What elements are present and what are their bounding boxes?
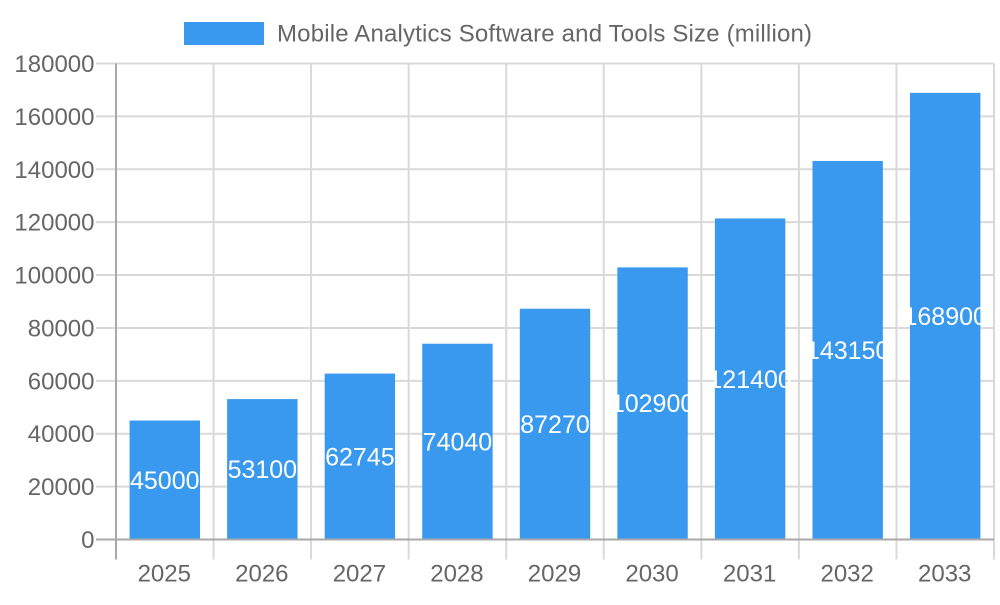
svg-text:2030: 2030	[625, 561, 678, 588]
svg-text:180000: 180000	[14, 51, 94, 78]
svg-text:160000: 160000	[14, 104, 94, 131]
svg-text:20000: 20000	[28, 474, 95, 501]
svg-text:87270: 87270	[520, 411, 590, 439]
svg-text:2027: 2027	[333, 561, 386, 588]
svg-text:143150: 143150	[806, 337, 889, 365]
svg-text:120000: 120000	[14, 210, 94, 237]
svg-text:102900: 102900	[611, 390, 694, 418]
svg-text:62745: 62745	[325, 443, 395, 471]
svg-text:0: 0	[81, 527, 94, 554]
svg-text:2029: 2029	[528, 561, 581, 588]
svg-text:Mobile Analytics Software and: Mobile Analytics Software and Tools Size…	[277, 21, 812, 48]
svg-text:2028: 2028	[430, 561, 483, 588]
svg-text:45000: 45000	[130, 467, 200, 495]
svg-text:100000: 100000	[14, 263, 94, 290]
svg-text:2032: 2032	[820, 561, 873, 588]
svg-text:121400: 121400	[708, 366, 791, 394]
svg-text:2026: 2026	[235, 561, 288, 588]
svg-text:140000: 140000	[14, 157, 94, 184]
svg-text:168900: 168900	[904, 303, 987, 331]
svg-text:40000: 40000	[28, 421, 95, 448]
svg-text:80000: 80000	[28, 315, 95, 342]
svg-text:60000: 60000	[28, 368, 95, 395]
svg-text:2033: 2033	[918, 561, 971, 588]
svg-text:53100: 53100	[228, 456, 298, 484]
svg-text:74040: 74040	[423, 428, 493, 456]
svg-text:2025: 2025	[138, 561, 191, 588]
svg-text:2031: 2031	[723, 561, 776, 588]
